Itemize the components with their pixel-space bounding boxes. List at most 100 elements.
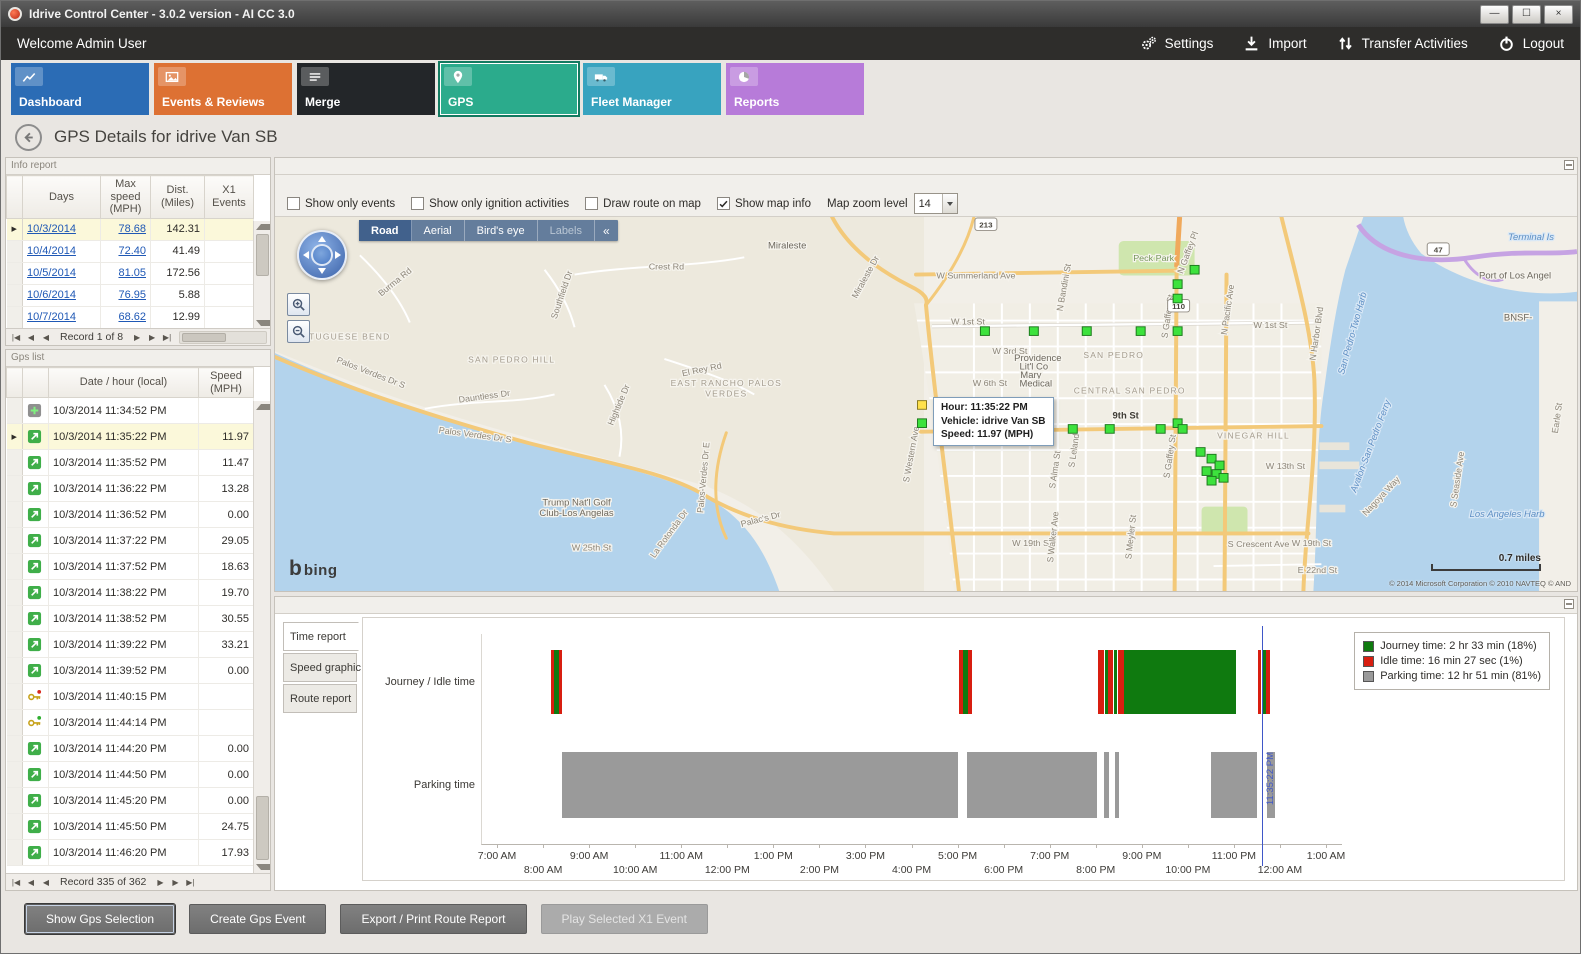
idle-bar[interactable]: [558, 650, 562, 714]
day-link[interactable]: 10/4/2014: [27, 245, 76, 258]
checkbox-show-only-ignition-activities[interactable]: Show only ignition activities: [411, 197, 569, 210]
gps-marker[interactable]: [1028, 326, 1039, 336]
parking-bar[interactable]: [1114, 752, 1119, 818]
chart-tab-route-report[interactable]: Route report: [283, 684, 357, 713]
nav-tile-dashboard[interactable]: Dashboard: [11, 63, 149, 115]
gps-list-row[interactable]: 10/3/2014 11:39:22 PM 33.21: [6, 631, 254, 659]
journey-bar[interactable]: [554, 650, 559, 714]
gps-list-row[interactable]: 10/3/2014 11:38:52 PM 30.55: [6, 605, 254, 633]
map-view-tab-bird-s-eye[interactable]: Bird's eye: [465, 220, 538, 241]
gps-marker[interactable]: [1172, 279, 1183, 289]
nav-prev-button[interactable]: ◀: [42, 877, 50, 887]
info-column-header[interactable]: Dist. (Miles): [150, 175, 205, 219]
gps-list-row[interactable]: 10/3/2014 11:36:22 PM 13.28: [6, 475, 254, 503]
gps-marker[interactable]: [917, 418, 927, 428]
gps-marker[interactable]: [979, 326, 990, 336]
gps-list-row[interactable]: 10/3/2014 11:44:20 PM 0.00: [6, 735, 254, 763]
idle-bar[interactable]: [1117, 650, 1124, 714]
zoom-in-button[interactable]: [287, 293, 310, 316]
time-cursor[interactable]: [1262, 626, 1264, 866]
scroll-thumb[interactable]: [256, 234, 269, 276]
max-speed-link[interactable]: 81.05: [118, 267, 146, 280]
day-link[interactable]: 10/7/2014: [27, 311, 76, 324]
max-speed-link[interactable]: 72.40: [118, 245, 146, 258]
gps-marker[interactable]: [1195, 447, 1206, 457]
checkbox-draw-route-on-map[interactable]: Draw route on map: [585, 197, 701, 210]
idle-bar[interactable]: [959, 650, 964, 714]
gps-list-row[interactable]: 10/3/2014 11:34:52 PM: [6, 397, 254, 425]
scroll-up-icon[interactable]: [256, 224, 270, 230]
idle-bar[interactable]: [1097, 650, 1104, 714]
idle-bar[interactable]: [1266, 650, 1271, 714]
gps-marker[interactable]: [1206, 453, 1217, 464]
nav-prev-button[interactable]: ◀: [42, 332, 50, 342]
checkbox-show-only-events[interactable]: Show only events: [287, 197, 395, 210]
info-report-row[interactable]: 10/4/2014 72.40 41.49: [6, 240, 254, 263]
gps-column-header[interactable]: Speed (MPH): [198, 367, 254, 399]
max-speed-link[interactable]: 76.95: [118, 289, 146, 302]
gps-column-header[interactable]: Date / hour (local): [48, 367, 199, 399]
idle-bar[interactable]: [1108, 650, 1114, 714]
gps-list-row[interactable]: 10/3/2014 11:44:50 PM 0.00: [6, 761, 254, 789]
info-report-scrollbar[interactable]: [253, 221, 270, 329]
gps-marker[interactable]: [1081, 326, 1092, 336]
nav-tile-reports[interactable]: Reports: [726, 63, 864, 115]
nav-next-button[interactable]: ▶: [157, 877, 164, 887]
import-button[interactable]: Import: [1243, 35, 1307, 52]
gps-marker[interactable]: [1104, 424, 1115, 434]
info-column-header[interactable]: X1 Events: [204, 175, 254, 219]
close-button[interactable]: ×: [1544, 4, 1573, 24]
map-view-tab-labels[interactable]: Labels: [538, 220, 595, 241]
panel-collapse-icon[interactable]: [1564, 160, 1574, 170]
idle-bar[interactable]: [551, 650, 555, 714]
nav-last-button[interactable]: ▶|: [186, 877, 195, 887]
scroll-thumb[interactable]: [256, 796, 269, 860]
gps-list-row[interactable]: 10/3/2014 11:37:22 PM 29.05: [6, 527, 254, 555]
journey-bar[interactable]: [1261, 650, 1266, 714]
panel-collapse-icon[interactable]: [1564, 599, 1574, 609]
checkbox-box-icon[interactable]: [585, 197, 599, 210]
max-speed-link[interactable]: 68.62: [118, 311, 146, 324]
gps-list-row[interactable]: 10/3/2014 11:45:20 PM 0.00: [6, 787, 254, 815]
export-print-route-report-button[interactable]: Export / Print Route Report: [340, 904, 527, 934]
maximize-button[interactable]: ☐: [1512, 4, 1541, 24]
pan-left-icon[interactable]: [303, 251, 309, 259]
back-button[interactable]: [15, 123, 42, 151]
gps-list-row[interactable]: 10/3/2014 11:38:22 PM 19.70: [6, 579, 254, 607]
gps-list-row[interactable]: 10/3/2014 11:39:52 PM 0.00: [6, 657, 254, 685]
parking-bar[interactable]: [1104, 752, 1109, 818]
parking-bar[interactable]: [1211, 752, 1257, 818]
gps-marker[interactable]: [1172, 326, 1183, 336]
gps-marker[interactable]: [1218, 473, 1229, 483]
nav-last-button[interactable]: ▶|: [162, 332, 172, 342]
info-report-row[interactable]: 10/6/2014 76.95 5.88: [6, 284, 254, 307]
idle-bar[interactable]: [1257, 650, 1262, 714]
gps-marker[interactable]: [1177, 424, 1188, 434]
gps-list-row[interactable]: ▶ 10/3/2014 11:35:22 PM 11.97: [6, 423, 254, 451]
gps-list-row[interactable]: 10/3/2014 11:36:52 PM 0.00: [6, 501, 254, 529]
journey-bar[interactable]: [1104, 650, 1108, 714]
scroll-up-icon[interactable]: [256, 404, 270, 410]
gps-marker[interactable]: [1214, 460, 1225, 471]
nav-tile-gps[interactable]: GPS: [440, 63, 578, 115]
gps-list-row[interactable]: 10/3/2014 11:44:14 PM: [6, 709, 254, 737]
journey-bar[interactable]: [963, 650, 969, 714]
nav-next-page-button[interactable]: ▶: [172, 877, 179, 887]
gps-marker[interactable]: [1201, 466, 1212, 476]
chart-tab-speed-graphic[interactable]: Speed graphic: [283, 653, 361, 682]
nav-first-button[interactable]: |◀: [11, 332, 21, 342]
viewbar-collapse-icon[interactable]: «: [603, 223, 610, 238]
logout-button[interactable]: Logout: [1498, 35, 1564, 52]
gps-list-row[interactable]: 10/3/2014 11:37:52 PM 18.63: [6, 553, 254, 581]
gps-marker[interactable]: [1172, 293, 1183, 304]
create-gps-event-button[interactable]: Create Gps Event: [189, 904, 327, 934]
pan-down-icon[interactable]: [318, 268, 326, 274]
nav-prev-page-button[interactable]: ◀: [27, 877, 35, 887]
transfer-activities-button[interactable]: Transfer Activities: [1337, 35, 1468, 52]
checkbox-box-icon[interactable]: [287, 197, 300, 210]
settings-button[interactable]: Settings: [1140, 35, 1213, 52]
checkbox-box-icon[interactable]: [411, 197, 425, 210]
info-report-row[interactable]: 10/7/2014 68.62 12.99: [6, 306, 254, 329]
gps-marker-selected[interactable]: [917, 400, 927, 410]
info-report-row[interactable]: ▶ 10/3/2014 78.68 142.31: [6, 218, 254, 241]
